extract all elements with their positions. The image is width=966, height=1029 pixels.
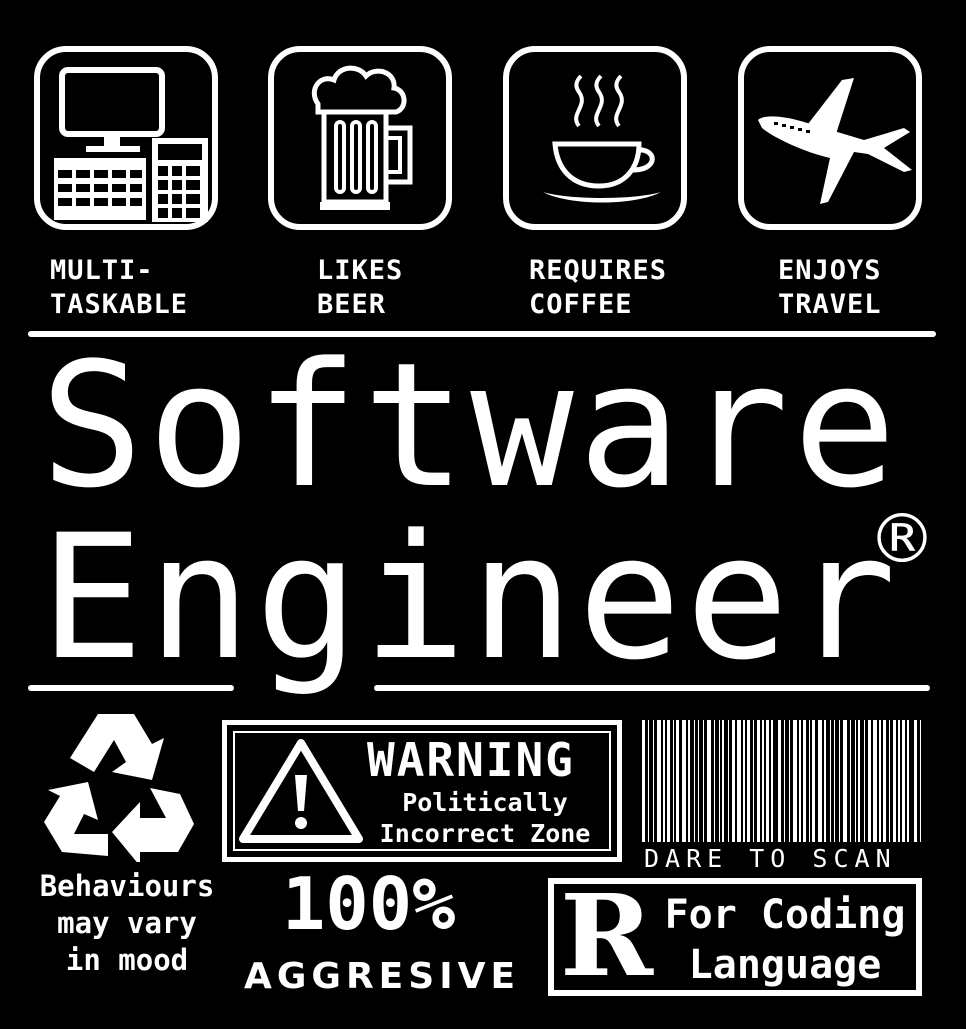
trait-box-beer [268,46,452,230]
bottom-divider-right [374,685,930,691]
computer-calculator-icon [54,67,208,222]
barcode-bar [879,720,881,842]
barcode-bar [732,720,735,842]
barcode-bar [839,720,840,842]
registered-mark: ® [868,500,936,579]
trait-caption-travel: ENJOYS TRAVEL [778,255,882,320]
barcode-bar [907,720,909,842]
barcode-bar [771,720,773,842]
barcode-bar [747,720,750,842]
barcode-bar [784,720,785,842]
barcode-bar [737,720,741,842]
trait-caption-multitaskable: MULTI- TASKABLE [50,255,189,320]
barcode-bar [864,720,865,842]
barcode-bar [914,720,917,842]
barcode-bar [858,720,860,842]
barcode-bar [889,720,890,842]
trait-box-travel [738,46,922,230]
warning-heading: WARNING [367,733,575,787]
beer-mug-icon [311,65,413,210]
warning-box: WARNING Politically Incorrect Zone [222,720,622,862]
warning-triangle-icon [239,739,363,843]
barcode-bar [728,720,729,842]
barcode-bar [682,720,686,842]
barcode-bar [873,720,877,842]
barcode-icon [642,720,921,842]
barcode-bar [902,720,905,842]
barcode-bar [642,720,645,842]
barcode-bar [667,720,670,842]
rating-letter: R [560,871,654,1002]
bottom-divider-left [28,685,234,691]
barcode-bar [707,720,711,842]
barcode-bar [762,720,764,842]
barcode-bar [920,720,921,842]
barcode-bar [898,720,900,842]
barcode-bar [657,720,661,842]
trait-caption-coffee: REQUIRES COFFEE [529,255,668,320]
barcode-bar [793,720,797,842]
barcode-bar [753,720,754,842]
barcode-bar [722,720,724,842]
top-divider [28,331,936,337]
barcode-bar [850,720,851,842]
barcode-bar [688,720,690,842]
warning-text: Politically Incorrect Zone [379,788,591,848]
barcode-bar [694,720,695,842]
barcode-bar [698,720,699,842]
barcode-bar [893,720,896,842]
recycle-caption: Behaviours may vary in mood [39,869,215,977]
barcode-bar [843,720,847,842]
coffee-cup-icon [543,74,661,203]
barcode-bar [714,720,715,842]
barcode-bar [830,720,831,842]
rating-text: For Coding Language [664,892,906,988]
barcode-bar [799,720,801,842]
trait-box-coffee [503,46,687,230]
barcode-bar [676,720,679,842]
barcode-bar [812,720,815,842]
barcode-bar [883,720,886,842]
barcode-bar [824,720,826,842]
barcode-bar [648,720,649,842]
barcode-bar [719,720,720,842]
barcode-bar [834,720,835,842]
barcode-bar [766,720,769,842]
barcode-bar [809,720,810,842]
barcode-bar [703,720,704,842]
recycle-icon [44,714,194,862]
rating-box: R For Coding Language [548,878,922,996]
barcode-bar [818,720,822,842]
trait-box-multitaskable [34,46,218,230]
aggressive-value: 100% [282,862,456,946]
barcode-caption: DARE TO SCAN [644,844,897,873]
barcode-bar [743,720,745,842]
airplane-icon [758,78,912,204]
barcode-bar [803,720,806,842]
barcode-bar [855,720,856,842]
barcode-bar [653,720,654,842]
trait-caption-beer: LIKES BEER [317,255,404,320]
barcode-bar [789,720,790,842]
barcode-bar [868,720,871,842]
title-line-2: Engineer [40,497,901,698]
barcode-bar [663,720,665,842]
barcode-bar [778,720,781,842]
title-line-1: Software [40,325,901,526]
barcode-bar [673,720,674,842]
barcode-bar [757,720,760,842]
aggressive-label: AGGRESIVE [244,956,521,997]
